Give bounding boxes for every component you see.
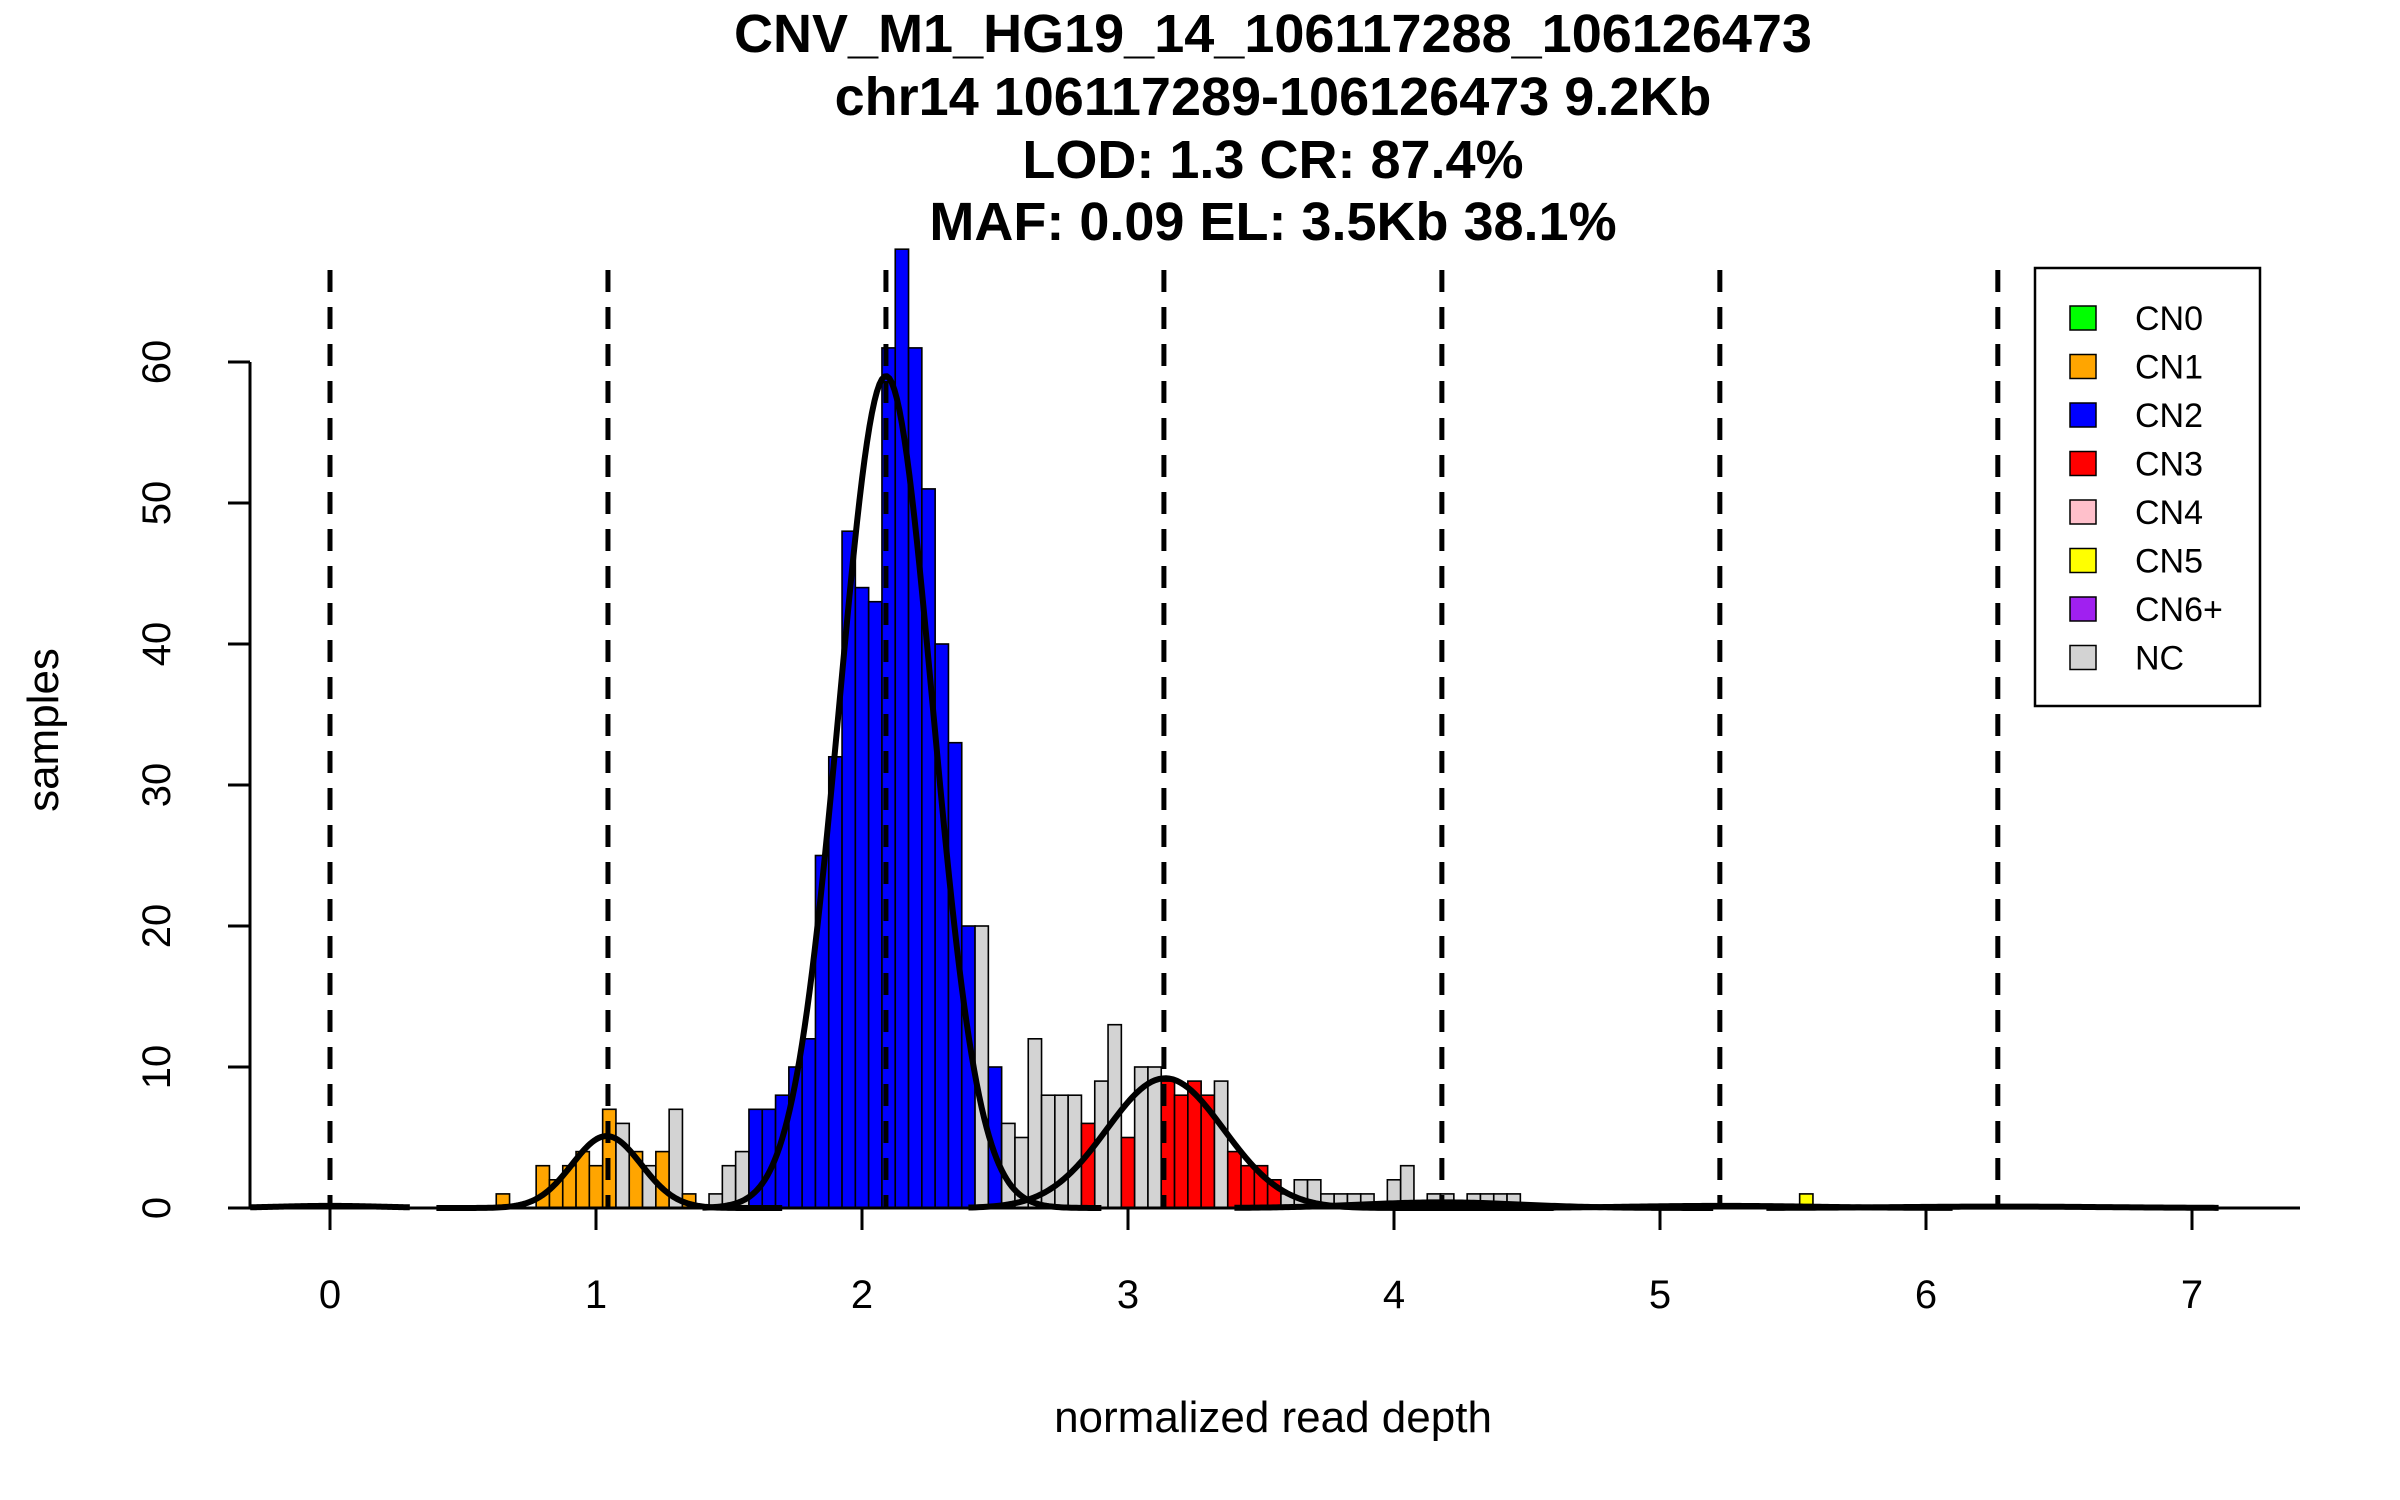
title-line-4: MAF: 0.09 EL: 3.5Kb 38.1% xyxy=(929,192,1616,252)
legend-swatch-cn0 xyxy=(2069,305,2097,331)
legend-label-cn2: CN2 xyxy=(2135,397,2203,435)
histogram-bar-nc xyxy=(615,1122,631,1209)
histogram-bar-cn2 xyxy=(801,1038,817,1209)
fit-curve-cn2 xyxy=(701,373,1102,1211)
y-tick-label: 0 xyxy=(135,1197,179,1219)
histogram-bar-nc xyxy=(1054,1094,1069,1209)
legend-swatch-cn1 xyxy=(2069,353,2097,380)
histogram-bar-cn2 xyxy=(867,600,883,1209)
legend: CN0 CN1 CN2 CN3 CN4 CN5 CN6+ NC xyxy=(2033,266,2262,708)
legend-label-nc: NC xyxy=(2135,640,2184,678)
legend-label-cn3: CN3 xyxy=(2135,446,2203,484)
title-line-1: CNV_M1_HG19_14_106117288_106126473 xyxy=(734,4,1812,64)
x-tick-label: 4 xyxy=(1383,1273,1405,1317)
histogram-bar-cn1 xyxy=(535,1164,551,1209)
x-tick-label: 2 xyxy=(851,1273,873,1317)
legend-label-cn4: CN4 xyxy=(2135,494,2203,532)
y-tick-label: 30 xyxy=(135,763,179,808)
legend-label-cn1: CN1 xyxy=(2135,349,2203,387)
x-tick-label: 7 xyxy=(2181,1273,2203,1317)
histogram-bar-cn3 xyxy=(1080,1122,1096,1209)
histogram-bar-cn3 xyxy=(1173,1094,1189,1209)
x-tick-label: 3 xyxy=(1117,1273,1139,1317)
histogram-bar-cn3 xyxy=(1240,1164,1256,1209)
histogram-bar-nc xyxy=(1027,1038,1043,1209)
legend-box xyxy=(2033,266,2262,708)
legend-label-cn5: CN5 xyxy=(2135,543,2203,581)
legend-label-cn0: CN0 xyxy=(2135,300,2203,338)
histogram-bar-nc xyxy=(1067,1094,1083,1209)
y-tick-label: 10 xyxy=(135,1045,179,1090)
x-tick-label: 0 xyxy=(319,1273,341,1317)
x-tick-label: 6 xyxy=(1915,1273,1937,1317)
y-tick-label: 60 xyxy=(135,340,179,385)
histogram-bar-nc xyxy=(1147,1066,1163,1209)
y-tick-label: 50 xyxy=(135,481,179,526)
title-line-2: chr14 106117289-106126473 9.2Kb xyxy=(835,67,1712,127)
legend-swatch-cn5 xyxy=(2069,547,2097,574)
histogram-bar-nc xyxy=(1000,1122,1016,1209)
legend-label-cn6plus: CN6+ xyxy=(2135,591,2223,629)
legend-swatch-cn3 xyxy=(2069,450,2097,477)
histogram-bar-cn3 xyxy=(1226,1150,1242,1209)
legend-swatch-cn6plus xyxy=(2069,596,2097,622)
y-axis-label: samples xyxy=(19,648,68,812)
legend-swatch-cn4 xyxy=(2069,499,2097,525)
legend-swatch-cn2 xyxy=(2069,402,2097,428)
x-axis-label: normalized read depth xyxy=(1054,1393,1492,1442)
legend-swatch-nc xyxy=(2069,644,2097,671)
axes: 0 1 2 3 4 5 6 7 0 10 20 30 40 50 60 xyxy=(135,340,2300,1317)
histogram-bar-nc xyxy=(974,925,990,1209)
histogram-bar-cn2 xyxy=(854,586,870,1209)
copy-number-dashed-lines xyxy=(327,270,2001,1208)
histogram-bar-cn1 xyxy=(588,1164,604,1209)
y-tick-label: 20 xyxy=(135,904,179,949)
x-tick-label: 1 xyxy=(585,1273,607,1317)
histogram-bar-nc xyxy=(1213,1080,1229,1209)
y-tick-label: 40 xyxy=(135,622,179,667)
title-line-3: LOD: 1.3 CR: 87.4% xyxy=(1022,130,1523,190)
chart-title: CNV_M1_HG19_14_106117288_106126473 chr14… xyxy=(734,4,1812,252)
x-tick-label: 5 xyxy=(1649,1273,1671,1317)
histogram-bar-cn3 xyxy=(1120,1136,1136,1209)
